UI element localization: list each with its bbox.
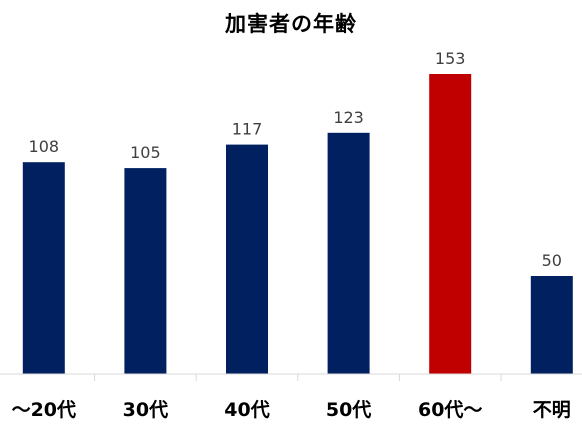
bar — [327, 132, 370, 374]
bar-value-label: 108 — [29, 137, 60, 156]
category-label: 50代 — [326, 399, 371, 421]
category-label: 30代 — [123, 399, 168, 421]
bar — [124, 168, 167, 374]
bar — [226, 144, 268, 374]
x-axis-ticks — [94, 374, 502, 381]
category-label: 60代～ — [418, 399, 482, 421]
bar-value-label: 123 — [333, 108, 364, 127]
category-label: 40代 — [224, 399, 269, 421]
category-label: 不明 — [533, 399, 571, 421]
bars-layer — [22, 74, 573, 374]
bar-value-label: 105 — [130, 143, 161, 162]
category-label: ～20代 — [12, 399, 76, 421]
value-labels-layer: 108 105 117 123 153 50 — [29, 49, 562, 270]
bar — [22, 162, 65, 374]
bar-value-label: 117 — [232, 120, 263, 139]
chart-title: 加害者の年齢 — [225, 12, 357, 36]
category-labels-layer: ～20代 30代 40代 50代 60代～ 不明 — [12, 399, 571, 421]
bar-value-label: 50 — [542, 251, 562, 270]
bar — [429, 74, 472, 374]
bar — [530, 276, 573, 374]
bar-value-label: 153 — [435, 49, 466, 68]
